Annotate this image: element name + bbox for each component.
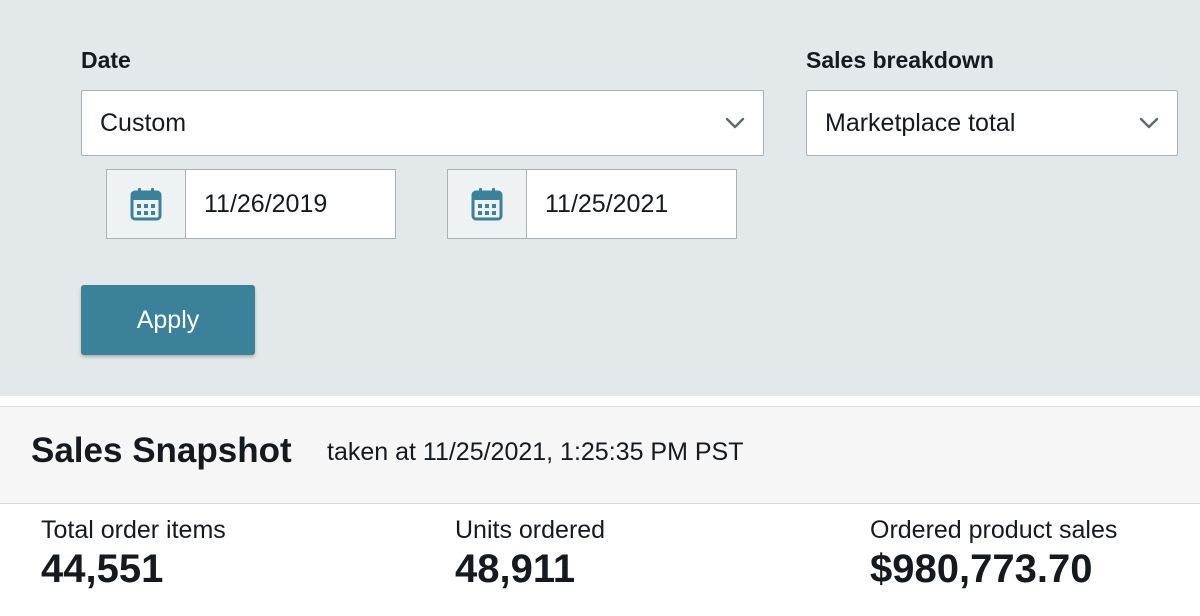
- start-date-input[interactable]: 11/26/2019: [204, 189, 328, 218]
- date-range-select-value: Custom: [100, 108, 187, 137]
- start-date-calendar-button[interactable]: [107, 170, 186, 238]
- metric-value: 44,551: [41, 547, 164, 591]
- metric-units-ordered: Units ordered 48,911: [455, 516, 605, 592]
- end-date-input[interactable]: 11/25/2021: [545, 189, 669, 218]
- sales-breakdown-select-value: Marketplace total: [825, 108, 1016, 137]
- metric-value: $980,773.70: [870, 547, 1093, 591]
- start-date-field[interactable]: 11/26/2019: [106, 169, 396, 239]
- metric-ordered-product-sales: Ordered product sales $980,773.70: [870, 516, 1117, 592]
- chevron-down-icon: [1139, 117, 1159, 129]
- calendar-icon: [130, 188, 162, 221]
- metric-total-order-items: Total order items 44,551: [41, 516, 226, 592]
- filter-panel: Date Custom 11/26/2019: [0, 0, 1200, 396]
- metric-label: Units ordered: [455, 516, 606, 544]
- metric-label: Total order items: [41, 516, 226, 544]
- chevron-down-icon: [725, 117, 745, 129]
- end-date-calendar-button[interactable]: [448, 170, 527, 238]
- calendar-icon: [471, 188, 503, 221]
- sales-breakdown-select[interactable]: Marketplace total: [806, 90, 1178, 156]
- metric-label: Ordered product sales: [870, 516, 1118, 544]
- apply-button[interactable]: Apply: [81, 285, 255, 355]
- date-range-select[interactable]: Custom: [81, 90, 764, 156]
- metric-value: 48,911: [455, 547, 576, 591]
- date-label: Date: [81, 47, 131, 73]
- sales-breakdown-label: Sales breakdown: [806, 47, 994, 73]
- end-date-field[interactable]: 11/25/2021: [447, 169, 737, 239]
- sales-snapshot-title: Sales Snapshot: [31, 431, 292, 470]
- snapshot-timestamp: taken at 11/25/2021, 1:25:35 PM PST: [327, 438, 744, 466]
- sales-snapshot-header: Sales Snapshot taken at 11/25/2021, 1:25…: [0, 406, 1200, 504]
